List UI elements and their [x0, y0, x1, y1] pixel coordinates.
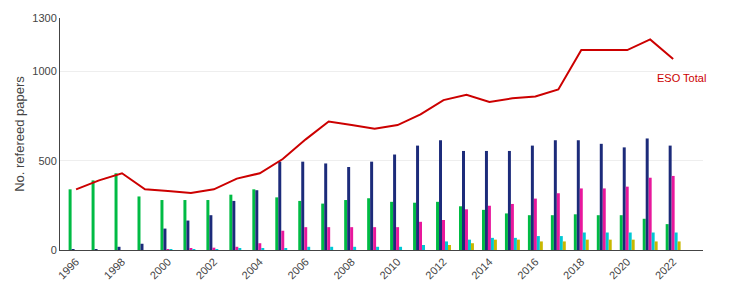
svg-text:2000: 2000 [147, 256, 173, 282]
svg-text:2018: 2018 [561, 256, 587, 282]
svg-text:2008: 2008 [331, 256, 357, 282]
svg-text:500: 500 [38, 155, 56, 167]
svg-text:2012: 2012 [423, 256, 449, 282]
svg-text:2006: 2006 [285, 256, 311, 282]
svg-text:No. refereed papers: No. refereed papers [12, 76, 27, 192]
svg-text:1998: 1998 [102, 256, 128, 282]
svg-text:2004: 2004 [239, 256, 265, 282]
svg-text:2020: 2020 [607, 256, 633, 282]
svg-text:2014: 2014 [469, 256, 495, 282]
svg-text:1300: 1300 [32, 12, 56, 24]
svg-text:1000: 1000 [32, 65, 56, 77]
svg-text:0: 0 [51, 244, 57, 256]
svg-text:2016: 2016 [515, 256, 541, 282]
svg-text:2010: 2010 [377, 256, 403, 282]
svg-text:ESO Total: ESO Total [657, 72, 706, 84]
svg-text:2002: 2002 [193, 256, 219, 282]
svg-text:2022: 2022 [653, 256, 679, 282]
svg-text:1996: 1996 [56, 256, 82, 282]
